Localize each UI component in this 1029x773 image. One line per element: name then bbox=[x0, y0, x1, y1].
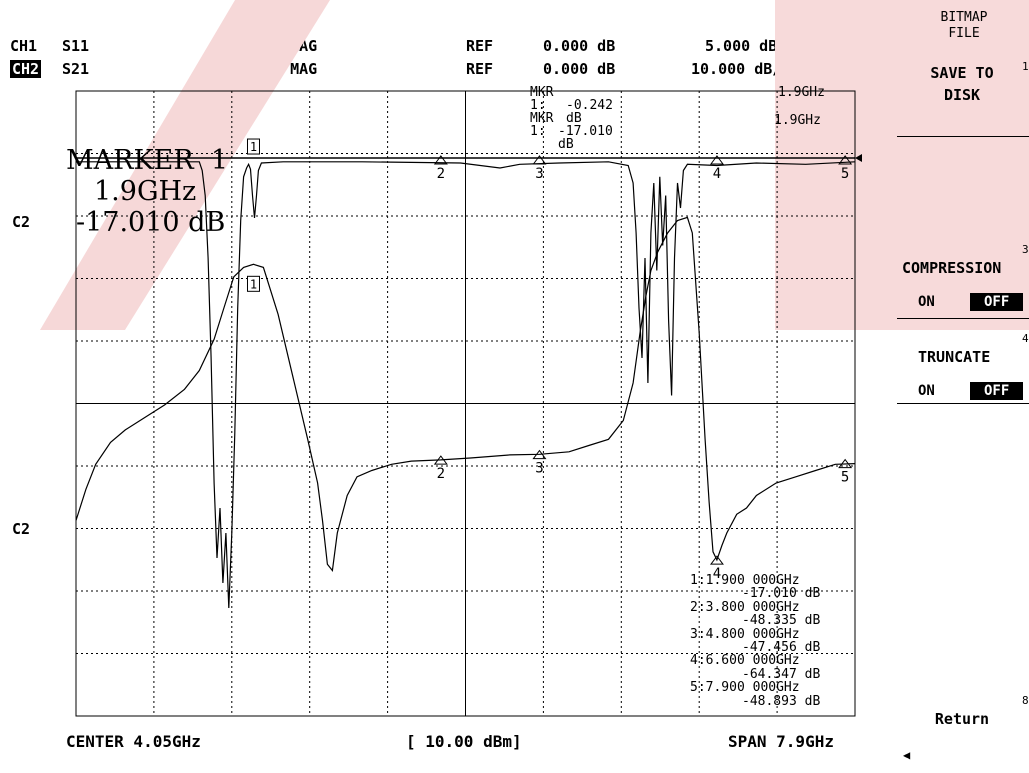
center-frequency: CENTER 4.05GHz bbox=[66, 732, 201, 751]
compression-label: COMPRESSION bbox=[902, 259, 1001, 277]
compression-off: OFF bbox=[970, 293, 1023, 311]
marker-table-freq: 5:7.900 000GHz bbox=[690, 681, 820, 694]
mkr-readout-label: MKR 1: bbox=[530, 86, 553, 112]
marker-table-value: -48.893 dB bbox=[690, 695, 820, 708]
softkey-number: 1 bbox=[1022, 60, 1029, 73]
marker-table-value: -17.010 dB bbox=[690, 587, 820, 600]
marker-table-freq: 1:1.900 000GHz bbox=[690, 574, 820, 587]
truncate-on: ON bbox=[900, 383, 970, 399]
save-to-disk-line2: DISK bbox=[900, 86, 1024, 104]
compression-toggle: ON OFF bbox=[900, 293, 1023, 311]
marker-label: 5 bbox=[841, 470, 849, 486]
truncate-button[interactable]: TRUNCATE ON OFF bbox=[900, 340, 1029, 402]
marker-table-value: -47.456 dB bbox=[690, 641, 820, 654]
marker-table-value: -64.347 dB bbox=[690, 668, 820, 681]
marker-label: 4 bbox=[713, 166, 721, 182]
marker-label: 3 bbox=[535, 166, 543, 182]
marker-1-ch1: 1 bbox=[247, 139, 259, 154]
marker-table-freq: 4:6.600 000GHz bbox=[690, 654, 820, 667]
softkey-divider bbox=[897, 136, 1029, 137]
frequency-span: SPAN 7.9GHz bbox=[728, 732, 834, 751]
big-marker-readout: MARKER 1 1.9GHz -17.010 dB bbox=[66, 145, 228, 238]
side-label-lower: C2 bbox=[12, 520, 30, 538]
compression-on: ON bbox=[900, 294, 970, 310]
softkey-bitmap-line2: FILE bbox=[918, 26, 1010, 41]
softkey-number: 4 bbox=[1022, 332, 1029, 345]
marker-table: 1:1.900 000GHz -17.010 dB 2:3.800 000GHz… bbox=[690, 574, 820, 708]
marker-label: 1 bbox=[250, 140, 257, 154]
mkr-readout-value: -0.242 dB bbox=[566, 99, 613, 125]
return-arrow-icon: ◀ bbox=[903, 748, 910, 762]
marker-label: 3 bbox=[535, 461, 543, 477]
truncate-off: OFF bbox=[970, 382, 1023, 400]
marker-label: 1 bbox=[250, 277, 257, 291]
mkr-readout-freq: 1.9GHz bbox=[774, 114, 821, 127]
side-label-upper: C2 bbox=[12, 213, 30, 231]
softkey-number: 3 bbox=[1022, 243, 1029, 256]
save-to-disk-button[interactable]: SAVE TO DISK bbox=[900, 60, 1024, 110]
big-marker-freq: 1.9GHz bbox=[66, 176, 228, 207]
softkey-divider bbox=[897, 403, 1029, 404]
big-marker-value: -17.010 dB bbox=[66, 207, 228, 238]
return-label: Return bbox=[900, 710, 1024, 728]
softkey-bitmap-line1: BITMAP bbox=[918, 10, 1010, 25]
marker-table-value: -48.335 dB bbox=[690, 614, 820, 627]
big-marker-title: MARKER 1 bbox=[66, 145, 228, 176]
marker-3-ch1: 3 bbox=[533, 156, 545, 182]
return-button[interactable]: Return bbox=[900, 700, 1024, 736]
save-to-disk-line1: SAVE TO bbox=[900, 64, 1024, 82]
softkey-number: 8 bbox=[1022, 694, 1029, 707]
mkr-readout-value: -17.010 dB bbox=[558, 125, 613, 151]
marker-table-freq: 3:4.800 000GHz bbox=[690, 628, 820, 641]
mkr-readout-label: MKR 1: bbox=[530, 112, 553, 138]
marker-table-freq: 2:3.800 000GHz bbox=[690, 601, 820, 614]
marker-label: 2 bbox=[437, 166, 445, 182]
marker-4-ch1: 4 bbox=[711, 156, 723, 182]
truncate-toggle: ON OFF bbox=[900, 382, 1023, 400]
marker-label: 5 bbox=[841, 166, 849, 182]
marker-1-ch2: 1 bbox=[247, 276, 259, 291]
truncate-label: TRUNCATE bbox=[918, 348, 990, 366]
softkey-divider bbox=[897, 318, 1029, 319]
mkr-readout-freq: 1.9GHz bbox=[778, 86, 825, 99]
marker-2-ch1: 2 bbox=[435, 156, 447, 182]
marker-label: 2 bbox=[437, 466, 445, 482]
source-power: [ 10.00 dBm] bbox=[406, 732, 522, 751]
compression-button[interactable]: COMPRESSION ON OFF bbox=[900, 255, 1029, 317]
